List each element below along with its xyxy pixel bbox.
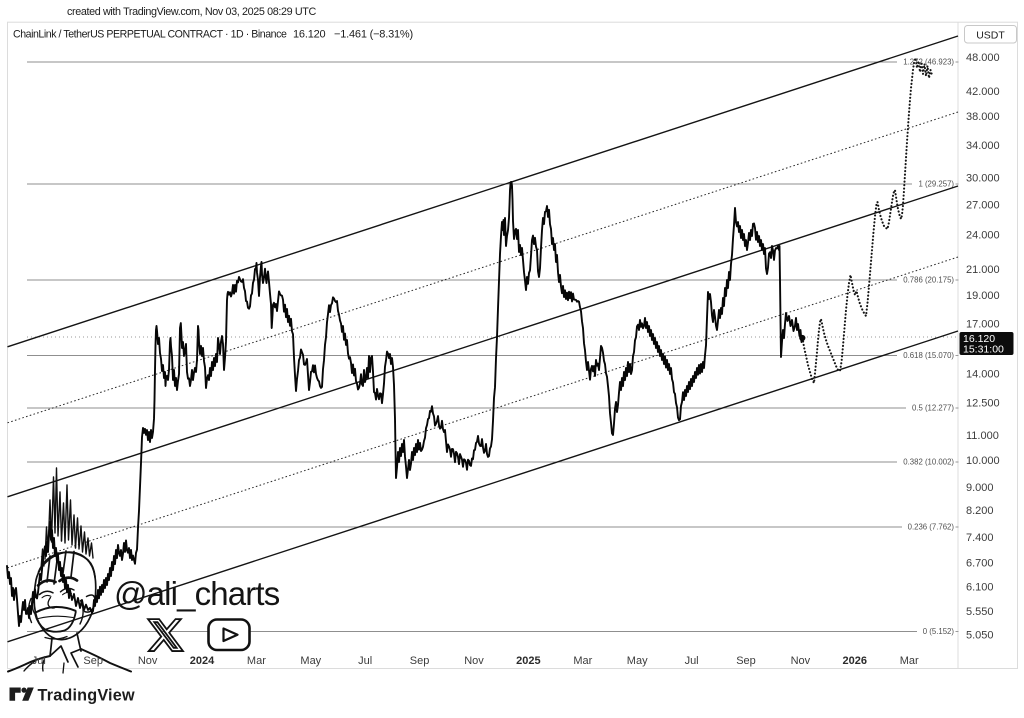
- svg-text:Sep: Sep: [410, 655, 430, 667]
- svg-text:16.120: 16.120: [963, 333, 995, 345]
- svg-text:USDT: USDT: [976, 30, 1005, 42]
- svg-text:0.5 (12.277): 0.5 (12.277): [912, 404, 954, 413]
- svg-text:Jul: Jul: [32, 655, 46, 667]
- svg-text:24.000: 24.000: [966, 230, 1000, 242]
- svg-text:Mar: Mar: [573, 655, 592, 667]
- svg-text:6.700: 6.700: [966, 558, 994, 570]
- svg-text:42.000: 42.000: [966, 86, 1000, 98]
- svg-text:ChainLink / TetherUS PERPETUAL: ChainLink / TetherUS PERPETUAL CONTRACT …: [13, 29, 287, 41]
- svg-text:12.500: 12.500: [966, 398, 1000, 410]
- svg-text:Sep: Sep: [736, 655, 756, 667]
- svg-text:8.200: 8.200: [966, 505, 994, 517]
- svg-text:Sep: Sep: [83, 655, 103, 667]
- svg-text:Mar: Mar: [247, 655, 266, 667]
- svg-text:7.400: 7.400: [966, 532, 994, 544]
- svg-text:10.000: 10.000: [966, 455, 1000, 467]
- svg-text:2025: 2025: [516, 655, 540, 667]
- svg-text:1 (29.257): 1 (29.257): [918, 180, 954, 189]
- svg-text:0 (5.152): 0 (5.152): [923, 627, 955, 636]
- svg-text:May: May: [627, 655, 648, 667]
- svg-text:0.618 (15.070): 0.618 (15.070): [903, 351, 954, 360]
- svg-text:0.236 (7.762): 0.236 (7.762): [908, 523, 955, 532]
- svg-text:11.000: 11.000: [966, 430, 999, 442]
- svg-text:14.000: 14.000: [966, 369, 1000, 381]
- svg-text:17.000: 17.000: [966, 319, 1000, 331]
- svg-text:15:31:00: 15:31:00: [963, 343, 1004, 355]
- svg-text:21.000: 21.000: [966, 264, 1000, 276]
- svg-text:1.272 (46.923): 1.272 (46.923): [903, 58, 954, 67]
- svg-text:0.382 (10.002): 0.382 (10.002): [903, 458, 954, 467]
- svg-text:Jul: Jul: [358, 655, 372, 667]
- svg-text:27.000: 27.000: [966, 200, 1000, 212]
- svg-text:@ali_charts: @ali_charts: [114, 575, 280, 612]
- svg-text:19.000: 19.000: [966, 290, 1000, 302]
- svg-text:Mar: Mar: [900, 655, 919, 667]
- svg-text:34.000: 34.000: [966, 140, 1000, 152]
- svg-text:30.000: 30.000: [966, 173, 1000, 185]
- svg-text:2026: 2026: [843, 655, 867, 667]
- svg-text:May: May: [300, 655, 321, 667]
- svg-text:TradingView: TradingView: [38, 687, 135, 705]
- svg-text:5.050: 5.050: [966, 630, 994, 642]
- svg-text:48.000: 48.000: [966, 52, 1000, 64]
- svg-text:Nov: Nov: [138, 655, 158, 667]
- svg-text:Nov: Nov: [464, 655, 484, 667]
- svg-text:6.100: 6.100: [966, 582, 994, 594]
- svg-text:2024: 2024: [190, 655, 215, 667]
- svg-text:0.786 (20.175): 0.786 (20.175): [903, 276, 954, 285]
- svg-text:16.120: 16.120: [293, 29, 326, 41]
- svg-text:Jul: Jul: [685, 655, 699, 667]
- svg-text:5.550: 5.550: [966, 606, 994, 618]
- svg-text:Nov: Nov: [791, 655, 811, 667]
- svg-text:38.000: 38.000: [966, 111, 1000, 123]
- svg-text:−1.461 (−8.31%): −1.461 (−8.31%): [334, 29, 413, 41]
- svg-text:9.000: 9.000: [966, 482, 994, 494]
- svg-text:created with TradingView.com,: created with TradingView.com, Nov 03, 20…: [67, 6, 316, 18]
